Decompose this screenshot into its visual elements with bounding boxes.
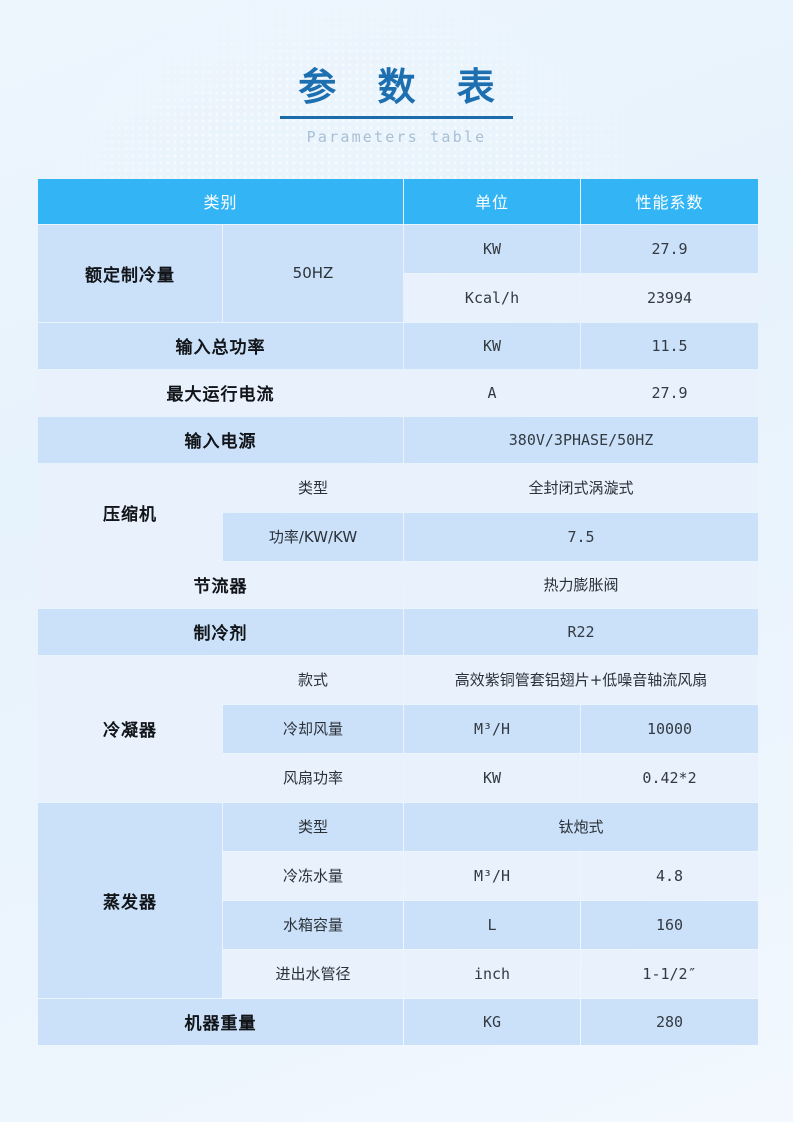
cell-sub-type-2: 类型 (223, 802, 404, 851)
cell-unit-inch: inch (404, 949, 581, 998)
table-row: 水箱容量 L 160 (38, 900, 759, 949)
table-row: 输入总功率 KW 11.5 (38, 322, 759, 369)
cell-sub-fan-power: 风扇功率 (223, 753, 404, 802)
parameters-page: 参 数 表 Parameters table 类别 单位 性能系数 (0, 0, 793, 1046)
table-row: 最大运行电流 A 27.9 (38, 369, 759, 416)
cell-value-7-5: 7.5 (404, 512, 759, 561)
cell-value-throttle: 热力膨胀阀 (404, 561, 759, 608)
page-title-block: 参 数 表 Parameters table (0, 0, 793, 146)
table-header-row: 类别 单位 性能系数 (38, 178, 759, 224)
header-cell-coefficient: 性能系数 (581, 178, 759, 224)
cell-category-max-running-current: 最大运行电流 (38, 369, 404, 416)
cell-value-27-9: 27.9 (581, 224, 759, 273)
cell-value-power-supply: 380V/3PHASE/50HZ (404, 416, 759, 463)
cell-value-27-9-b: 27.9 (581, 369, 759, 416)
cell-value-23994: 23994 (581, 273, 759, 322)
cell-sub-power-kw-kw: 功率/KW/KW (223, 512, 404, 561)
cell-value-11-5: 11.5 (581, 322, 759, 369)
table-row: 输入电源 380V/3PHASE/50HZ (38, 416, 759, 463)
table-row: 蒸发器 类型 钛炮式 (38, 802, 759, 998)
table-row: 机器重量 KG 280 (38, 998, 759, 1045)
table-row: 进出水管径 inch 1-1/2″ (38, 949, 759, 998)
page-title: 参 数 表 (280, 66, 513, 119)
cell-sub-chilled-water-volume: 冷冻水量 (223, 851, 404, 900)
table-row: 制冷剂 R22 (38, 608, 759, 655)
table-row: 冷凝器 款式 高效紫铜管套铝翅片+低噪音轴流风扇 (38, 655, 759, 802)
cell-value-0-42x2: 0.42*2 (581, 753, 759, 802)
cell-unit-kcal-h: Kcal/h (404, 273, 581, 322)
cell-value-r22: R22 (404, 608, 759, 655)
table-row: 风扇功率 KW 0.42*2 (38, 753, 759, 802)
cell-category-input-power-supply: 输入电源 (38, 416, 404, 463)
table-row: 冷却风量 M³/H 10000 (38, 704, 759, 753)
cell-category-condenser: 冷凝器 (38, 655, 222, 802)
table-row: 额定制冷量 50HZ KW 27.9 (38, 224, 759, 322)
header-cell-unit: 单位 (404, 178, 581, 224)
parameters-table: 类别 单位 性能系数 额定制冷量 50HZ KW 27.9 Kcal/h 239… (37, 178, 759, 1046)
cell-value-1-1-2-inch: 1-1/2″ (581, 949, 759, 998)
cell-unit-m3h: M³/H (404, 704, 581, 753)
cell-value-condenser-style: 高效紫铜管套铝翅片+低噪音轴流风扇 (404, 655, 759, 704)
cell-unit-m3h-2: M³/H (404, 851, 581, 900)
cell-category-rated-cooling: 额定制冷量 (38, 224, 222, 322)
cell-category-compressor: 压缩机 (38, 463, 222, 561)
cell-unit-kg: KG (404, 998, 581, 1045)
table-row: 压缩机 类型 全封闭式涡漩式 (38, 463, 759, 561)
cell-category-evaporator: 蒸发器 (38, 802, 222, 998)
cell-sub-cooling-air-volume: 冷却风量 (223, 704, 404, 753)
cell-category-total-input-power: 输入总功率 (38, 322, 404, 369)
cell-unit-kw-2: KW (404, 322, 581, 369)
header-cell-category: 类别 (38, 178, 404, 224)
cell-sub-style: 款式 (223, 655, 404, 704)
table-row: 节流器 热力膨胀阀 (38, 561, 759, 608)
cell-value-evaporator-type: 钛炮式 (404, 802, 759, 851)
table-body: 额定制冷量 50HZ KW 27.9 Kcal/h 23994 输入总功率 KW… (38, 224, 759, 1045)
cell-sub-type: 类型 (223, 463, 404, 512)
page-subtitle: Parameters table (306, 127, 487, 146)
table-row: 冷冻水量 M³/H 4.8 (38, 851, 759, 900)
table-header: 类别 单位 性能系数 (38, 178, 759, 224)
cell-unit-l: L (404, 900, 581, 949)
cell-unit-a: A (404, 369, 581, 416)
cell-unit-kw-3: KW (404, 753, 581, 802)
cell-value-compressor-type: 全封闭式涡漩式 (404, 463, 759, 512)
cell-category-throttle: 节流器 (38, 561, 404, 608)
cell-sub-50hz: 50HZ (223, 224, 404, 322)
cell-category-refrigerant: 制冷剂 (38, 608, 404, 655)
cell-value-160: 160 (581, 900, 759, 949)
cell-value-4-8: 4.8 (581, 851, 759, 900)
parameters-table-wrapper: 类别 单位 性能系数 额定制冷量 50HZ KW 27.9 Kcal/h 239… (37, 178, 759, 1046)
cell-category-machine-weight: 机器重量 (38, 998, 404, 1045)
cell-value-10000: 10000 (581, 704, 759, 753)
cell-sub-water-pipe-diameter: 进出水管径 (223, 949, 404, 998)
cell-value-280: 280 (581, 998, 759, 1045)
cell-unit-kw: KW (404, 224, 581, 273)
cell-sub-tank-capacity: 水箱容量 (223, 900, 404, 949)
